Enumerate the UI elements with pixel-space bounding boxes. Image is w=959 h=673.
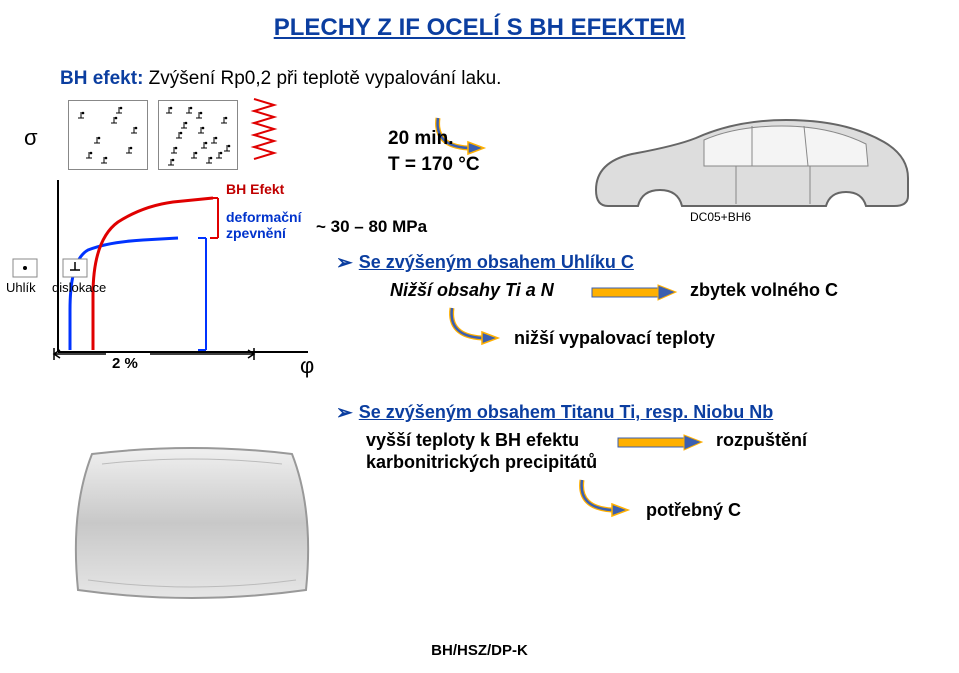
- bullet-1: ➢ Se zvýšeným obsahem Uhlíku C: [336, 252, 916, 274]
- bullet-2-sub-left: vyšší teploty k BH efektu: [366, 430, 579, 451]
- two-percent-label: 2 %: [112, 355, 138, 372]
- dislokace-mini-icon: [62, 258, 88, 278]
- bh-efekt-label: BH efekt:: [60, 68, 143, 89]
- def-zpev-label-1: deformační: [226, 209, 303, 225]
- uhlik-label: Uhlík: [6, 280, 36, 295]
- time-text: 20 min.: [388, 128, 453, 150]
- bullet-2-sub3: potřebný C: [646, 500, 741, 521]
- page-title: PLECHY Z IF OCELÍ S BH EFEKTEM: [0, 14, 959, 42]
- sigma-symbol: σ: [24, 125, 38, 151]
- bullet-2-sub-right: rozpuštění: [716, 430, 807, 451]
- bullet-1-sub-left: Nižší obsahy Ti a N: [390, 280, 554, 301]
- temperature-text: T = 170 °C: [388, 154, 480, 176]
- dislokace-label: dislokace: [52, 280, 106, 295]
- bullet-1-sub2: nižší vypalovací teploty: [514, 328, 715, 349]
- def-zpev-label-2: zpevnění: [226, 225, 287, 241]
- bh-efekt-chart-label: BH Efekt: [226, 181, 285, 197]
- bh-efekt-line: BH efekt: Zvýšení Rp0,2 při teplotě vypa…: [60, 68, 501, 90]
- arrow-icon: [590, 284, 680, 302]
- bullet-2-head: Se zvýšeným obsahem Titanu Ti, resp. Nio…: [359, 402, 773, 424]
- footer-code: BH/HSZ/DP-K: [0, 642, 959, 659]
- dislocation-box-1: [68, 100, 148, 170]
- bullet-2-sub2: karbonitrických precipitátů: [366, 452, 597, 473]
- mpa-label: ~ 30 – 80 MPa: [316, 217, 428, 236]
- chevron-icon: ➢: [336, 402, 353, 424]
- bullet-2: ➢ Se zvýšeným obsahem Titanu Ti, resp. N…: [336, 402, 773, 424]
- car-body-icon: [586, 112, 916, 222]
- down-arrow-icon: [446, 306, 506, 356]
- arrow-icon: [616, 434, 706, 452]
- dislocation-box-2: [158, 100, 238, 170]
- bullet-list: ➢ Se zvýšeným obsahem Uhlíku C Nižší obs…: [336, 252, 916, 280]
- chevron-icon: ➢: [336, 252, 353, 274]
- bullet-1-sub-right: zbytek volného C: [690, 280, 838, 301]
- spring-icon: [250, 95, 280, 165]
- bh-efekt-text: Zvýšení Rp0,2 při teplotě vypalování lak…: [143, 68, 501, 89]
- uhlik-mini-icon: [12, 258, 38, 278]
- two-percent-range-icon: [50, 346, 260, 362]
- thumbnail-row: [68, 100, 248, 170]
- hood-panel-icon: [62, 440, 322, 610]
- down-arrow-icon: [576, 478, 636, 528]
- bullet-1-head: Se zvýšeným obsahem Uhlíku C: [359, 252, 634, 274]
